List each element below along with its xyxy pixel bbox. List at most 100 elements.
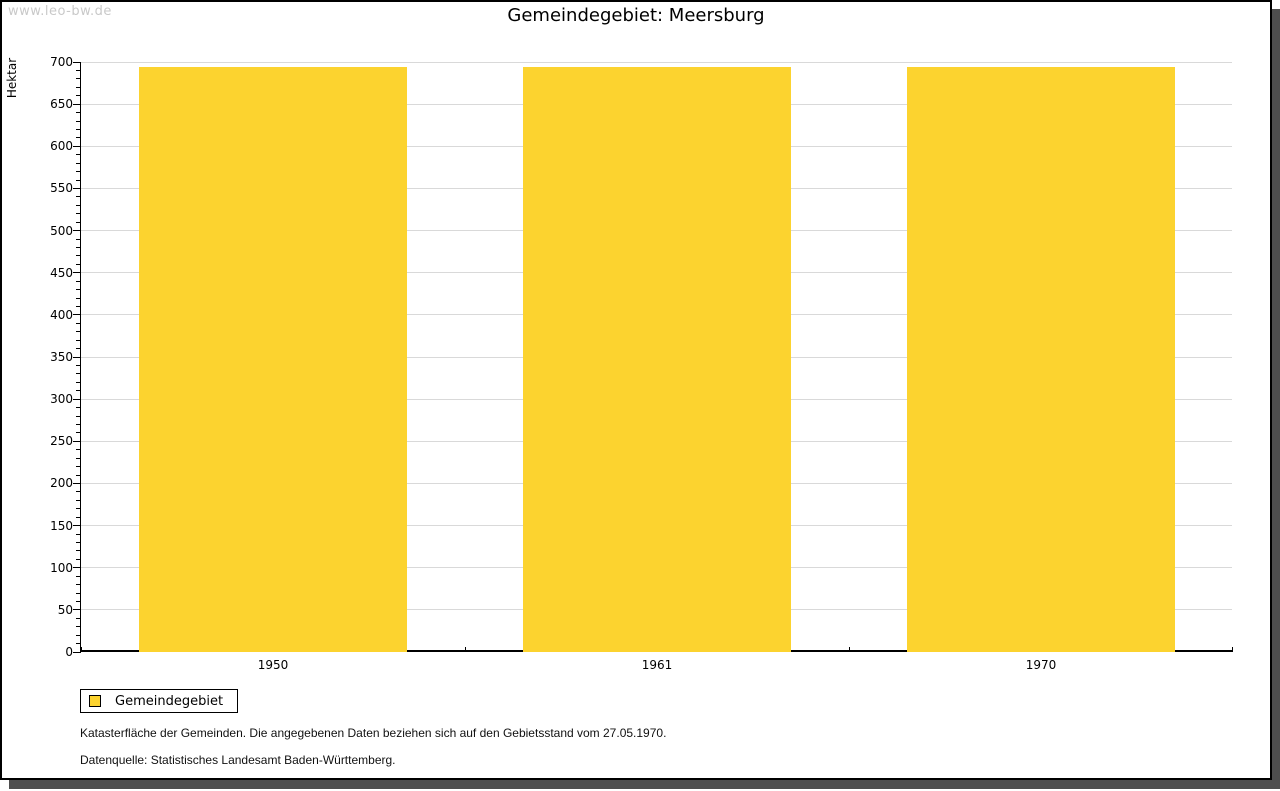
y-axis-minor-tick xyxy=(76,508,81,510)
x-category-label: 1961 xyxy=(641,658,673,672)
y-axis-minor-tick xyxy=(76,474,81,476)
legend-label: Gemeindegebiet xyxy=(115,693,224,709)
x-axis-boundary-tick xyxy=(465,647,466,652)
y-axis-minor-tick xyxy=(76,154,81,156)
y-axis-tick-label: 500 xyxy=(50,223,73,238)
y-axis-tick-label: 300 xyxy=(50,392,73,407)
y-axis-minor-tick xyxy=(76,331,81,333)
y-axis-minor-tick xyxy=(76,221,81,223)
y-axis-minor-tick xyxy=(76,373,81,375)
y-axis-major-tick xyxy=(73,609,81,611)
y-axis-minor-tick xyxy=(76,238,81,240)
y-axis-major-tick xyxy=(73,61,81,63)
y-axis-minor-tick xyxy=(76,466,81,468)
y-axis-tick-label: 700 xyxy=(50,55,73,69)
y-axis-minor-tick xyxy=(76,626,81,628)
y-axis-minor-tick xyxy=(76,289,81,291)
y-axis-minor-tick xyxy=(76,617,81,619)
y-axis-minor-tick xyxy=(76,558,81,560)
y-axis-minor-tick xyxy=(76,432,81,434)
y-axis-major-tick xyxy=(73,482,81,484)
y-axis-minor-tick xyxy=(76,584,81,586)
y-axis-minor-tick xyxy=(76,213,81,215)
y-axis-minor-tick xyxy=(76,128,81,130)
y-axis-minor-tick xyxy=(76,322,81,324)
y-axis-tick-label: 100 xyxy=(50,560,73,575)
y-axis-minor-tick xyxy=(76,575,81,577)
y-axis-tick-label: 450 xyxy=(50,265,73,280)
bar-1970 xyxy=(906,67,1176,652)
y-axis-tick-label: 250 xyxy=(50,434,73,449)
y-axis-major-tick xyxy=(73,272,81,274)
y-axis-major-tick xyxy=(73,567,81,569)
y-axis-minor-tick xyxy=(76,280,81,282)
x-axis-boundary-tick xyxy=(81,647,82,652)
y-axis-minor-tick xyxy=(76,204,81,206)
y-axis-minor-tick xyxy=(76,305,81,307)
y-axis-tick-label: 400 xyxy=(50,307,73,322)
y-axis-tick-label: 0 xyxy=(65,645,73,659)
chart-title: Gemeindegebiet: Meersburg xyxy=(507,5,765,26)
y-axis-minor-tick xyxy=(76,263,81,265)
y-axis-minor-tick xyxy=(76,86,81,88)
y-axis-minor-tick xyxy=(76,120,81,122)
y-axis-minor-tick xyxy=(76,592,81,594)
y-axis-minor-tick xyxy=(76,255,81,257)
y-axis-minor-tick xyxy=(76,348,81,350)
y-axis-major-tick xyxy=(73,314,81,316)
y-axis-tick-label: 350 xyxy=(50,350,73,364)
legend: Gemeindegebiet xyxy=(80,689,239,713)
y-axis-minor-tick xyxy=(76,415,81,417)
y-axis-minor-tick xyxy=(76,95,81,97)
y-axis-minor-tick xyxy=(76,643,81,645)
caption-line-1: Katasterfläche der Gemeinden. Die angege… xyxy=(80,726,667,740)
y-axis-minor-tick xyxy=(76,339,81,341)
y-axis-minor-tick xyxy=(76,381,81,383)
y-axis-minor-tick xyxy=(76,179,81,181)
x-category-label: 1950 xyxy=(257,658,289,672)
plot-area: 0 50 100 150 200 250 300 350 400 450 500 550 600 650 7… xyxy=(50,55,1233,672)
y-axis-minor-tick xyxy=(76,171,81,173)
y-axis-minor-tick xyxy=(76,78,81,80)
y-axis-minor-tick xyxy=(76,634,81,636)
gridline xyxy=(81,61,1232,63)
y-axis-minor-tick xyxy=(76,457,81,459)
y-axis-major-tick xyxy=(73,187,81,189)
y-axis-minor-tick xyxy=(76,196,81,198)
y-axis-tick-label: 50 xyxy=(57,602,73,617)
bar-1950 xyxy=(138,67,408,652)
y-axis-major-tick xyxy=(73,398,81,400)
y-axis-minor-tick xyxy=(76,162,81,164)
y-axis-minor-tick xyxy=(76,297,81,299)
y-axis-minor-tick xyxy=(76,137,81,139)
y-axis-minor-tick xyxy=(76,407,81,409)
y-axis-minor-tick xyxy=(76,516,81,518)
y-axis-minor-tick xyxy=(76,600,81,602)
y-axis-minor-tick xyxy=(76,364,81,366)
y-axis-major-tick xyxy=(73,525,81,527)
y-axis-major-tick xyxy=(73,440,81,442)
y-axis-tick-label: 200 xyxy=(50,476,73,491)
y-axis-major-tick xyxy=(73,230,81,232)
x-category-label: 1970 xyxy=(1025,658,1057,672)
y-axis-major-tick xyxy=(73,103,81,105)
watermark: www.leo-bw.de xyxy=(8,4,112,19)
caption-line-2: Datenquelle: Statistisches Landesamt Bad… xyxy=(80,753,396,767)
y-axis-major-tick xyxy=(73,145,81,147)
y-axis-tick-label: 600 xyxy=(50,139,73,154)
y-axis-title: Hektar xyxy=(5,57,19,99)
x-axis-boundary-tick xyxy=(1232,647,1233,652)
y-axis-minor-tick xyxy=(76,541,81,543)
y-axis-tick-label: 650 xyxy=(50,97,73,112)
y-axis-minor-tick xyxy=(76,423,81,425)
y-axis-minor-tick xyxy=(76,390,81,392)
y-axis-minor-tick xyxy=(76,533,81,535)
y-axis-major-tick xyxy=(73,356,81,358)
y-axis-minor-tick xyxy=(76,499,81,501)
y-axis-minor-tick xyxy=(76,491,81,493)
bar-1961 xyxy=(522,67,792,652)
legend-swatch-gemeindegebiet xyxy=(89,695,101,707)
y-axis-minor-tick xyxy=(76,69,81,71)
y-axis-minor-tick xyxy=(76,246,81,248)
y-axis-minor-tick xyxy=(76,112,81,114)
